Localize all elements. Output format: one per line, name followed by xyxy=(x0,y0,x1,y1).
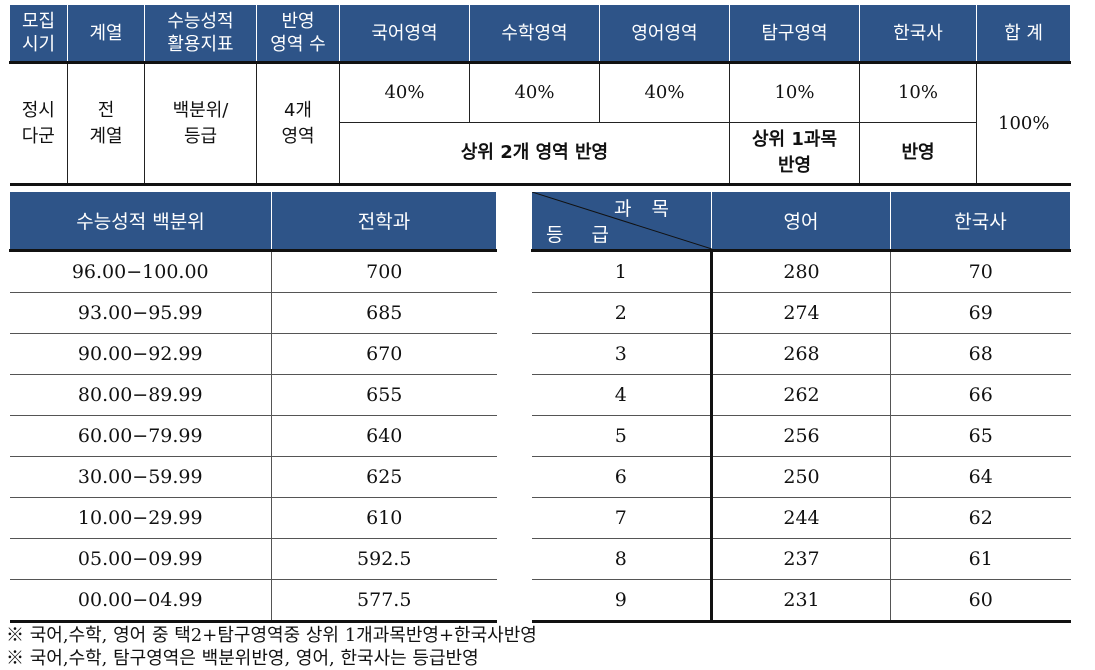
table-row: 80.00−89.99 655 xyxy=(9,374,497,416)
track: 전 계열 xyxy=(67,62,145,186)
table-row: 05.00−09.99 592.5 xyxy=(9,538,497,580)
footnote-2: ※ 국어,수학, 탐구영역은 백분위반영, 영어, 한국사는 등급반영 xyxy=(6,648,479,669)
diag-subject-label: 과목 xyxy=(614,198,689,220)
history-score: 61 xyxy=(890,538,1071,580)
table-row: 93.00−95.99 685 xyxy=(9,292,497,334)
table-row: 6 250 64 xyxy=(531,456,1071,498)
history-score: 69 xyxy=(890,292,1071,334)
header-history: 한국사 xyxy=(859,5,977,64)
grade-level: 6 xyxy=(531,456,713,498)
indicator: 백분위/ 등급 xyxy=(144,62,257,186)
pct-total: 100% xyxy=(976,62,1071,186)
percentile-range: 96.00−100.00 xyxy=(9,250,272,293)
english-score: 244 xyxy=(711,497,891,539)
grade-score-table: 과목 등급 영어 한국사 1 280 70 2 274 69 3 268 68 4 262 66 5 25… xyxy=(531,192,1071,623)
english-score: 280 xyxy=(711,250,891,293)
score-value: 655 xyxy=(271,374,497,416)
english-score: 268 xyxy=(711,333,891,375)
header-all-departments: 전학과 xyxy=(271,192,497,252)
score-value: 685 xyxy=(271,292,497,334)
header-korean: 국어영역 xyxy=(339,5,470,64)
header-english: 영어영역 xyxy=(599,5,730,64)
header-math: 수학영역 xyxy=(469,5,600,64)
history-score: 66 xyxy=(890,374,1071,416)
diag-grade-label: 등급 xyxy=(546,224,637,246)
score-value: 640 xyxy=(271,415,497,457)
percentile-range: 60.00−79.99 xyxy=(9,415,272,457)
grade-level: 9 xyxy=(531,579,713,623)
history-score: 65 xyxy=(890,415,1071,457)
score-value: 592.5 xyxy=(271,538,497,580)
percentile-range: 10.00−29.99 xyxy=(9,497,272,539)
score-value: 577.5 xyxy=(271,579,497,623)
pct-inquiry: 10% xyxy=(729,62,860,123)
english-score: 274 xyxy=(711,292,891,334)
note-inquiry: 상위 1과목 반영 xyxy=(729,122,860,186)
grade-level: 8 xyxy=(531,538,713,580)
header-areas-count: 반영 영역 수 xyxy=(256,5,340,64)
table-row: 60.00−79.99 640 xyxy=(9,415,497,457)
pct-english: 40% xyxy=(599,62,730,123)
english-score: 250 xyxy=(711,456,891,498)
english-score: 231 xyxy=(711,579,891,623)
footnote-1: ※ 국어,수학, 영어 중 택2+탐구영역중 상위 1개과목반영+한국사반영 xyxy=(6,625,537,646)
pct-korean: 40% xyxy=(339,62,470,123)
english-score: 237 xyxy=(711,538,891,580)
table-row: 00.00−04.99 577.5 xyxy=(9,579,497,623)
english-score: 256 xyxy=(711,415,891,457)
table-row: 2 274 69 xyxy=(531,292,1071,334)
header-history-score: 한국사 xyxy=(890,192,1071,252)
score-value: 670 xyxy=(271,333,497,375)
table-row: 1 280 70 xyxy=(531,250,1071,293)
score-value: 625 xyxy=(271,456,497,498)
note-history: 반영 xyxy=(859,122,977,186)
percentile-range: 80.00−89.99 xyxy=(9,374,272,416)
score-value: 700 xyxy=(271,250,497,293)
grade-level: 4 xyxy=(531,374,713,416)
grade-level: 3 xyxy=(531,333,713,375)
header-recruit-period: 모집 시기 xyxy=(9,5,68,64)
table-row: 90.00−92.99 670 xyxy=(9,333,497,375)
header-track: 계열 xyxy=(67,5,145,64)
table-row: 8 237 61 xyxy=(531,538,1071,580)
diagonal-line xyxy=(532,192,712,249)
table-row: 7 244 62 xyxy=(531,497,1071,539)
history-score: 64 xyxy=(890,456,1071,498)
pct-math: 40% xyxy=(469,62,600,123)
percentile-range: 30.00−59.99 xyxy=(9,456,272,498)
history-score: 60 xyxy=(890,579,1071,623)
grade-level: 5 xyxy=(531,415,713,457)
grade-level: 1 xyxy=(531,250,713,293)
table-row: 30.00−59.99 625 xyxy=(9,456,497,498)
grade-level: 7 xyxy=(531,497,713,539)
table-row: 96.00−100.00 700 xyxy=(9,250,497,293)
score-value: 610 xyxy=(271,497,497,539)
table-row: 9 231 60 xyxy=(531,579,1071,623)
table-row: 10.00−29.99 610 xyxy=(9,497,497,539)
history-score: 70 xyxy=(890,250,1071,293)
percentile-score-table: 수능성적 백분위 전학과 96.00−100.00 700 93.00−95.99 6… xyxy=(9,192,497,623)
table-row: 5 256 65 xyxy=(531,415,1071,457)
percentile-range: 05.00−09.99 xyxy=(9,538,272,580)
percentile-range: 93.00−95.99 xyxy=(9,292,272,334)
header-inquiry: 탐구영역 xyxy=(729,5,860,64)
note-top2-areas: 상위 2개 영역 반영 xyxy=(339,122,730,186)
english-score: 262 xyxy=(711,374,891,416)
areas-count: 4개 영역 xyxy=(256,62,340,186)
history-score: 68 xyxy=(890,333,1071,375)
admission-criteria-table: 모집 시기 계열 수능성적 활용지표 반영 영역 수 국어영역 수학영역 영어영… xyxy=(9,5,1071,186)
header-indicator: 수능성적 활용지표 xyxy=(144,5,257,64)
header-percentile: 수능성적 백분위 xyxy=(9,192,272,252)
history-score: 62 xyxy=(890,497,1071,539)
grade-level: 2 xyxy=(531,292,713,334)
header-english-score: 영어 xyxy=(711,192,891,252)
table-row: 3 268 68 xyxy=(531,333,1071,375)
pct-history: 10% xyxy=(859,62,977,123)
table-row: 4 262 66 xyxy=(531,374,1071,416)
percentile-range: 90.00−92.99 xyxy=(9,333,272,375)
header-total: 합 계 xyxy=(976,5,1071,64)
recruit-period: 정시 다군 xyxy=(9,62,68,186)
diagonal-header-cell: 과목 등급 xyxy=(531,192,712,252)
percentile-range: 00.00−04.99 xyxy=(9,579,272,623)
